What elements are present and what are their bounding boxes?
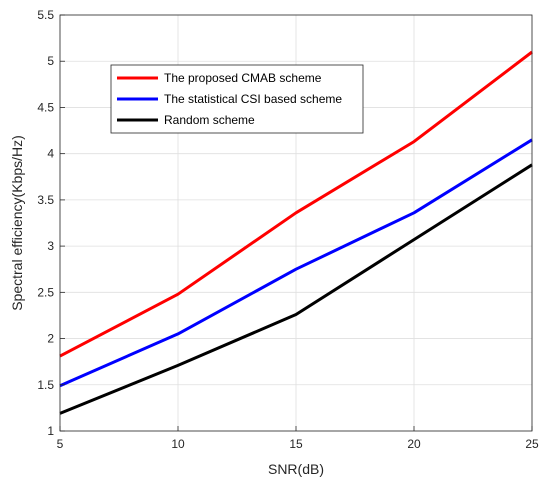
series-line-1 [59, 138, 533, 388]
y-tick-label: 1.5 [37, 378, 54, 392]
y-tick-label: 2 [47, 332, 54, 346]
legend: The proposed CMAB scheme The statistical … [110, 64, 364, 134]
y-tick-label: 5.5 [37, 8, 54, 22]
y-tick-label: 1 [47, 424, 54, 438]
x-tick-label: 20 [407, 437, 421, 451]
y-tick-label: 4.5 [37, 100, 54, 114]
x-axis-label: SNR(dB) [268, 461, 324, 477]
y-tick-label: 3.5 [37, 193, 54, 207]
y-axis-label: Spectral efficiency(Kbps/Hz) [9, 135, 25, 311]
series-line-0 [59, 50, 533, 358]
y-tick-label: 3 [47, 239, 54, 253]
axis-ticks: 5 10 15 20 25 1 1.5 2 2.5 3 3.5 4 4.5 5 5.5 [37, 8, 539, 451]
x-tick-label: 15 [289, 437, 303, 451]
y-tick-label: 4 [47, 147, 54, 161]
legend-label-1: The statistical CSI based scheme [164, 92, 342, 106]
series-line-2 [59, 163, 533, 415]
y-tick-label: 5 [47, 54, 54, 68]
x-tick-label: 25 [525, 437, 539, 451]
x-tick-label: 5 [57, 437, 64, 451]
legend-label-2: Random scheme [164, 113, 255, 127]
legend-label-0: The proposed CMAB scheme [164, 71, 322, 85]
series-lines [59, 50, 533, 415]
y-tick-label: 2.5 [37, 285, 54, 299]
x-tick-label: 10 [171, 437, 185, 451]
